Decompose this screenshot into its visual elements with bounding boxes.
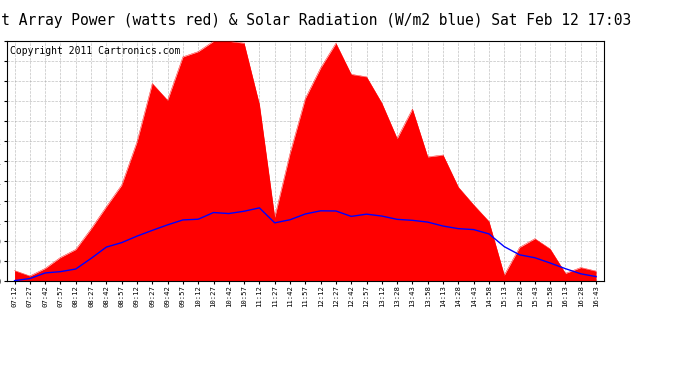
Text: Copyright 2011 Cartronics.com: Copyright 2011 Cartronics.com xyxy=(10,46,180,56)
Text: East Array Power (watts red) & Solar Radiation (W/m2 blue) Sat Feb 12 17:03: East Array Power (watts red) & Solar Rad… xyxy=(0,13,632,28)
